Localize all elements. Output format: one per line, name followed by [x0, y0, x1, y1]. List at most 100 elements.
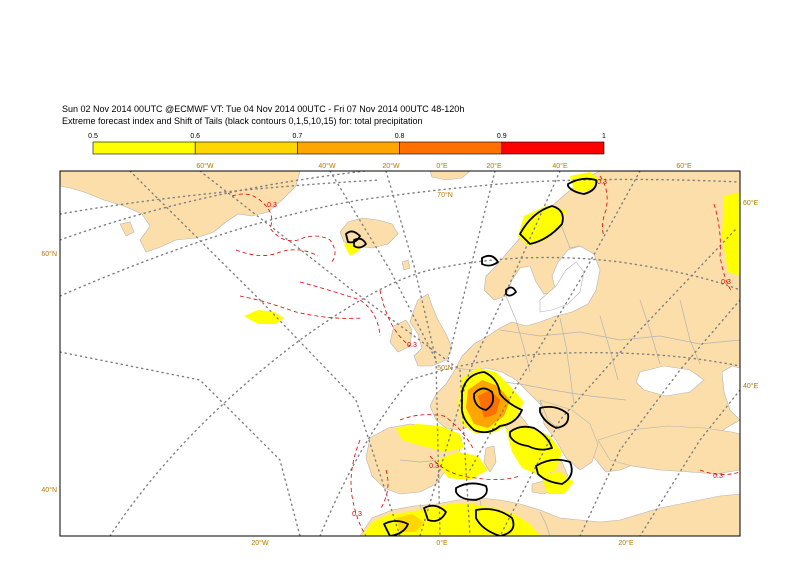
efi-contour — [713, 203, 733, 293]
efi-yellow-norway — [518, 206, 566, 246]
graticule-line — [109, 256, 740, 536]
efi-yellow-norway-n — [570, 172, 600, 192]
sot-contour — [519, 205, 564, 245]
svalbard — [429, 171, 471, 181]
land-layer — [60, 171, 740, 536]
sot-contour — [567, 177, 598, 195]
graticule-label: 40°E — [552, 162, 568, 170]
efi-contour — [350, 439, 367, 536]
sot-contour — [383, 520, 409, 536]
contour-value-label: 0.3 — [407, 342, 417, 349]
black-sea — [635, 365, 705, 397]
country-border — [559, 221, 581, 249]
contour-value-label: 0.3 — [597, 179, 607, 186]
baffin-islet — [119, 221, 135, 237]
efi-yellow-iceland — [344, 240, 360, 256]
efi-contour — [231, 193, 336, 265]
graticule-line — [60, 171, 373, 241]
efi-contour — [699, 469, 740, 475]
caspian-sea — [721, 365, 740, 421]
efi-contour — [429, 455, 521, 480]
graticule-label: 40°W — [318, 162, 336, 170]
legend-tick-label: 1 — [602, 133, 606, 140]
country-border — [679, 299, 701, 365]
country-border — [505, 295, 531, 373]
graticule-line — [319, 351, 740, 536]
country-border — [559, 317, 575, 405]
product-description-line: Extreme forecast index and Shift of Tail… — [62, 116, 423, 126]
legend-tick-label: 0.9 — [497, 133, 507, 140]
sot-contour — [505, 286, 517, 297]
graticule-line — [385, 171, 437, 361]
legend-tick-label: 0.5 — [88, 133, 98, 140]
efi-yellow-iberia-e — [436, 452, 488, 480]
efi-contour — [239, 295, 363, 319]
graticule-label: 60°N — [41, 250, 57, 258]
graticule-line — [499, 229, 736, 536]
graticule-labels: 60°W 40°W 20°W 0°E 20°E 40°E 60°E 20°W 0°E 20°E 60… — [41, 162, 758, 547]
country-border — [599, 315, 619, 381]
efi-contour — [399, 414, 475, 451]
chart-header: Sun 02 Nov 2014 00UTC @ECMWF VT: Tue 04 … — [62, 103, 464, 127]
efi-yellow-italy — [506, 426, 562, 476]
graticule-line — [60, 179, 381, 215]
efi-contour — [299, 281, 381, 337]
eurasia — [455, 171, 740, 473]
sot-contour — [539, 405, 570, 429]
graticule-label: 20°W — [251, 539, 269, 547]
graticule-label: 40°N — [41, 486, 57, 494]
sot-contour — [460, 371, 523, 434]
sot-contour — [353, 237, 367, 249]
country-border — [639, 299, 661, 365]
greenland — [60, 171, 301, 253]
graticule-line — [329, 171, 441, 536]
efi-contour — [599, 175, 608, 237]
efi-contour — [235, 249, 319, 257]
contour-value-label: 0.3 — [721, 279, 731, 286]
graticule-line — [60, 178, 740, 297]
sot-contour — [345, 230, 361, 244]
contour-value-label: 0.3 — [352, 511, 362, 518]
sot-contour — [509, 425, 553, 451]
contour-value-label: 0.3 — [713, 473, 723, 480]
sot-contour — [481, 254, 499, 267]
sot-contour — [423, 504, 447, 522]
graticule-line — [60, 351, 301, 536]
map-frame — [59, 170, 741, 537]
efi-contour — [379, 289, 411, 347]
graticule-label: 60°E — [743, 199, 759, 207]
contour-value-label: 0.3 — [267, 202, 277, 209]
country-border — [399, 459, 441, 463]
great-britain — [409, 293, 453, 367]
graticule-line — [639, 389, 740, 536]
graticule-label: 60°E — [676, 162, 692, 170]
graticule-label: 20°E — [486, 162, 502, 170]
baltic-sea — [539, 261, 585, 313]
country-border — [499, 329, 740, 345]
faroe — [401, 259, 411, 271]
contour-value-label: 0.3 — [429, 463, 439, 470]
graticule-label: 20°W — [382, 162, 400, 170]
forecast-validity-line: Sun 02 Nov 2014 00UTC @ECMWF VT: Tue 04 … — [62, 104, 465, 114]
turkey — [597, 425, 740, 475]
graticule-line — [469, 171, 641, 471]
balkans — [539, 399, 599, 471]
legend-tick-label: 0.8 — [395, 133, 405, 140]
graticule-label: 0°E — [436, 539, 448, 547]
efi-dashed-contours: 0.3 0.3 0.3 0.3 0.3 0.3 0.3 — [231, 175, 740, 536]
legend-tick-label: 0.7 — [293, 133, 303, 140]
graticule-label: 0°E — [436, 162, 448, 170]
graticule — [60, 171, 740, 536]
sot-contour — [455, 482, 488, 501]
country-border — [485, 379, 627, 401]
efi-contour — [379, 469, 389, 511]
graticule-label: 50°N — [437, 364, 453, 372]
graticule-label: 20°E — [618, 539, 634, 547]
sot-contour — [473, 387, 495, 411]
legend-box — [501, 141, 605, 155]
color-legend: 0.5 0.6 0.7 0.8 0.9 1 — [88, 133, 606, 155]
sardinia — [483, 445, 497, 473]
efi-red-alps — [478, 390, 500, 418]
legend-tick-label: 0.6 — [190, 133, 200, 140]
